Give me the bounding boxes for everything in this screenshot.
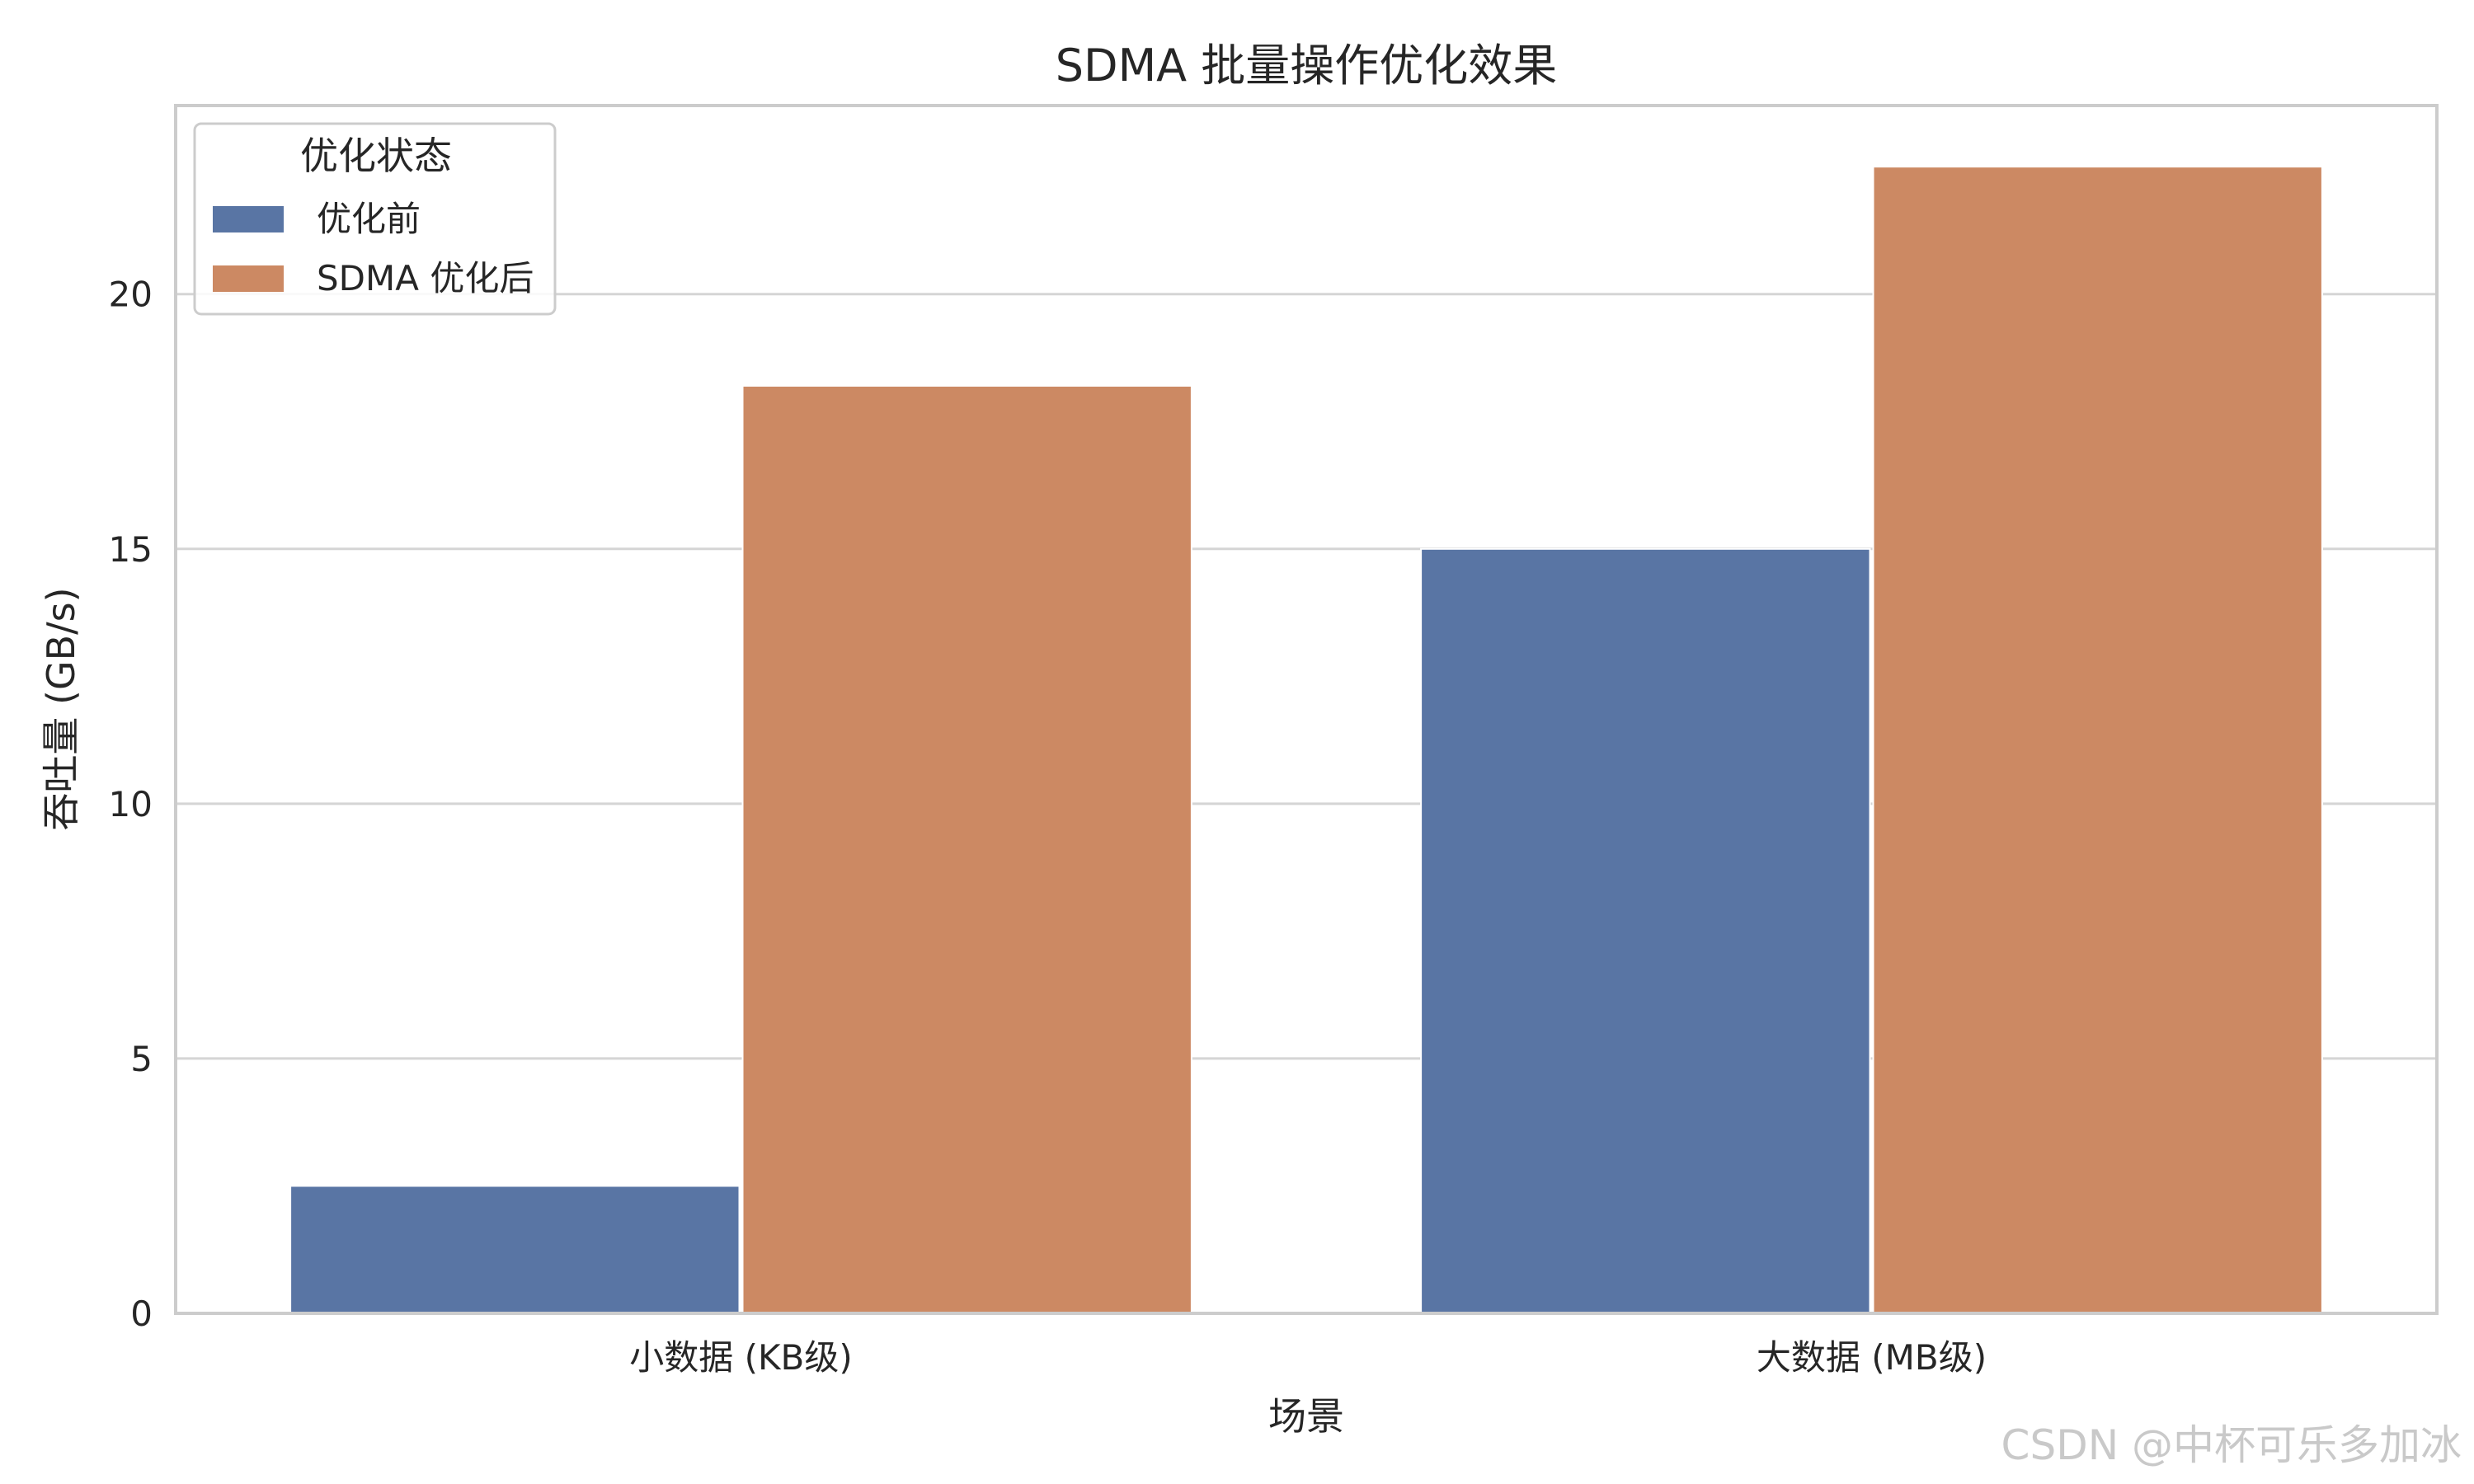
bars: [289, 166, 2323, 1315]
x-axis-ticks: 小数据 (KB级) 大数据 (MB级): [629, 1337, 1987, 1378]
x-axis-label: 场景: [1268, 1394, 1344, 1439]
chart-title: SDMA 批量操作优化效果: [1056, 40, 1558, 92]
y-tick-label: 15: [109, 529, 153, 570]
legend: 优化状态 优化前 SDMA 优化后: [193, 122, 557, 316]
y-tick-label: 10: [109, 784, 153, 824]
legend-swatch-after: [213, 265, 284, 292]
plot-frame: [174, 104, 2439, 1315]
y-tick-label: 5: [130, 1039, 153, 1079]
legend-label-before: 优化前: [317, 199, 421, 239]
bar-before-0: [289, 1185, 741, 1314]
x-tick-label: 小数据 (KB级): [629, 1337, 852, 1378]
bar-after-0: [741, 384, 1192, 1315]
bar-after-1: [1872, 166, 2323, 1314]
y-axis-label: 吞吐量 (GB/s): [39, 587, 83, 830]
bar-before-1: [1420, 547, 1871, 1314]
legend-label-after: SDMA 优化后: [317, 258, 534, 298]
legend-title: 优化状态: [300, 134, 452, 178]
y-axis-ticks: 0 5 10 15 20: [109, 275, 153, 1334]
y-tick-label: 0: [130, 1294, 153, 1334]
legend-swatch-before: [213, 206, 284, 232]
x-tick-label: 大数据 (MB级): [1757, 1337, 1987, 1378]
legend-box: [193, 122, 557, 316]
watermark: CSDN @中杯可乐多加冰: [2001, 1421, 2462, 1469]
y-tick-label: 20: [109, 275, 153, 315]
